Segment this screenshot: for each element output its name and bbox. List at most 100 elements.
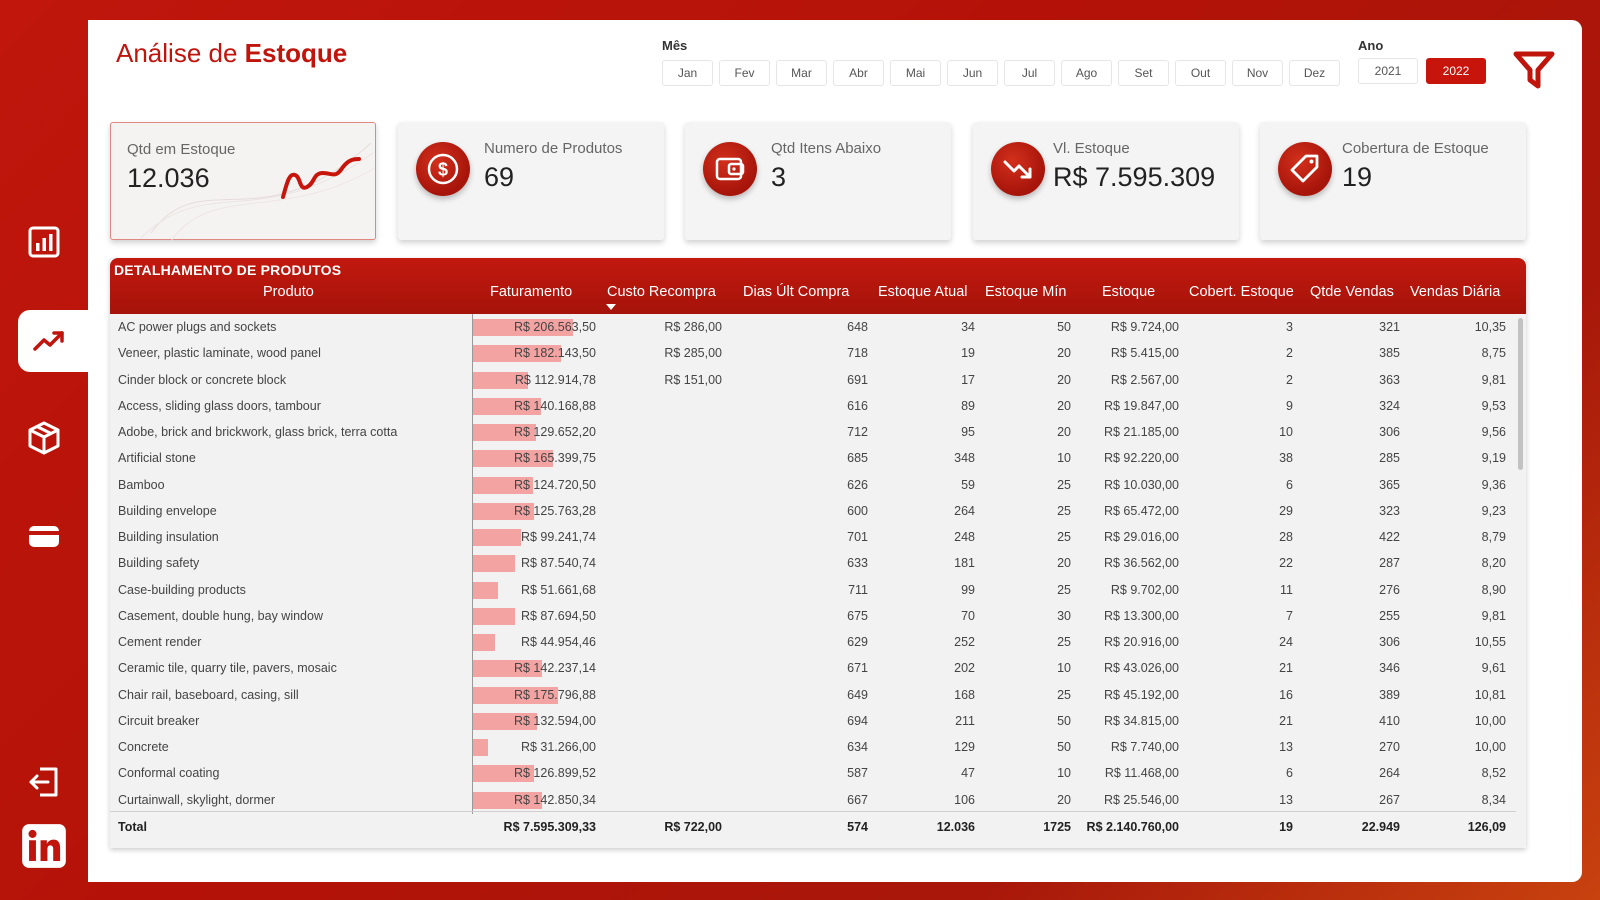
table-row[interactable]: Veneer, plastic laminate, wood panel R$ 1… [110, 340, 1516, 366]
table-row[interactable]: Cinder block or concrete block R$ 112.914… [110, 367, 1516, 393]
table-row[interactable]: Curtainwall, skylight, dormer R$ 142.850,… [110, 787, 1516, 813]
faturamento-bar [473, 371, 528, 389]
month-button-dez[interactable]: Dez [1289, 60, 1340, 86]
cell-faturamento: R$ 126.899,52 [513, 766, 596, 781]
cell-estoque-atual: 106 [954, 792, 975, 807]
month-button-fev[interactable]: Fev [719, 60, 770, 86]
tag-icon [1290, 154, 1319, 183]
bar-axis-line [472, 314, 473, 814]
cell-cobert-estoque: 10 [1279, 425, 1293, 439]
month-button-set[interactable]: Set [1118, 60, 1169, 86]
cell-cobert-estoque: 9 [1286, 398, 1293, 413]
year-button-2021[interactable]: 2021 [1358, 58, 1418, 84]
cell-faturamento: R$ 132.594,00 [513, 713, 596, 728]
col-header-custo-recompra[interactable]: Custo Recompra [607, 284, 716, 300]
cell-estoque-atual: 89 [961, 398, 975, 413]
cell-vendas-diaria: 10,00 [1474, 713, 1506, 728]
month-button-jul[interactable]: Jul [1004, 60, 1055, 86]
cell-estoque-min: 25 [1057, 503, 1071, 518]
cell-estoque-min: 25 [1057, 477, 1071, 492]
cell-dias-ult-compra: 711 [848, 582, 868, 597]
month-button-mai[interactable]: Mai [890, 60, 941, 86]
month-button-mar[interactable]: Mar [776, 60, 827, 86]
sidebar-item-payments[interactable] [18, 510, 70, 562]
kpi-card-stock-coverage: Cobertura de Estoque 19 [1260, 122, 1526, 240]
col-header-estoque[interactable]: Estoque [1102, 284, 1156, 300]
cell-cobert-estoque: 11 [1280, 582, 1293, 597]
cell-estoque-atual: 34 [961, 320, 975, 334]
cell-faturamento: R$ 125.763,28 [513, 503, 596, 518]
cell-dias-ult-compra: 626 [847, 477, 868, 492]
cell-produto: Artificial stone [118, 451, 196, 466]
cell-estoque: R$ 65.472,00 [1103, 503, 1179, 518]
col-header-estoque-atual[interactable]: Estoque Atual [878, 284, 968, 300]
col-header-qtde-vendas[interactable]: Qtde Vendas [1310, 284, 1394, 300]
cell-estoque-atual: 248 [954, 530, 975, 544]
faturamento-bar [473, 450, 553, 468]
col-header-faturamento[interactable]: Faturamento [490, 284, 573, 300]
col-header-cobert-estoque[interactable]: Cobert. Estoque [1189, 284, 1294, 300]
table-row[interactable]: Artificial stone R$ 165.399,75 685 348 10 R$ … [110, 445, 1516, 471]
sidebar-item-logout[interactable] [18, 756, 70, 808]
total-atual: 12.036 [936, 820, 975, 834]
cell-estoque: R$ 34.815,00 [1103, 713, 1179, 728]
cell-faturamento: R$ 206.563,50 [513, 320, 596, 334]
cell-estoque-min: 25 [1057, 582, 1071, 597]
cell-estoque-atual: 181 [954, 556, 975, 571]
total-vendas: 22.949 [1361, 820, 1400, 834]
month-button-jun[interactable]: Jun [947, 60, 998, 86]
table-scrollbar[interactable] [1518, 318, 1523, 470]
kpi-card-stock-qty: Qtd em Estoque 12.036 [110, 122, 376, 241]
month-button-abr[interactable]: Abr [833, 60, 884, 86]
cell-vendas-diaria: 9,23 [1481, 503, 1506, 518]
table-row[interactable]: Case-building products R$ 51.661,68 711 99 2… [110, 577, 1516, 603]
cell-vendas-diaria: 8,75 [1481, 346, 1506, 361]
cell-qtde-vendas: 321 [1379, 320, 1400, 334]
month-button-ago[interactable]: Ago [1061, 60, 1112, 86]
cell-dias-ult-compra: 671 [847, 661, 868, 676]
table-row[interactable]: Building envelope R$ 125.763,28 600 264 25 R$… [110, 498, 1516, 524]
cell-produto: Conformal coating [118, 766, 220, 781]
cell-dias-ult-compra: 649 [847, 687, 868, 702]
cell-faturamento: R$ 87.694,50 [520, 608, 596, 623]
table-row[interactable]: Chair rail, baseboard, casing, sill R$ 17… [110, 682, 1516, 708]
col-header-produto[interactable]: Produto [263, 284, 314, 300]
table-row[interactable]: Concrete R$ 31.266,00 634 129 50 R$ 7.740,00 1… [110, 734, 1516, 760]
table-row[interactable]: Building safety R$ 87.540,74 633 181 20 R$ 36… [110, 550, 1516, 576]
sidebar-item-products[interactable] [18, 412, 70, 464]
table-row[interactable]: Conformal coating R$ 126.899,52 587 47 10 R$ … [110, 760, 1516, 786]
sidebar-item-trends[interactable] [18, 310, 88, 372]
table-row[interactable]: Adobe, brick and brickwork, glass brick,… [110, 419, 1516, 445]
year-filter: 2021 2022 [1358, 58, 1486, 84]
table-row[interactable]: Circuit breaker R$ 132.594,00 694 211 50 R$ 3… [110, 708, 1516, 734]
cell-produto: Building insulation [118, 530, 219, 544]
table-row[interactable]: Ceramic tile, quarry tile, pavers, mosai… [110, 655, 1516, 681]
cell-estoque: R$ 36.562,00 [1103, 556, 1179, 571]
month-button-out[interactable]: Out [1175, 60, 1226, 86]
faturamento-bar [473, 660, 542, 678]
table-row[interactable]: Cement render R$ 44.954,46 629 252 25 R$ 20.9… [110, 629, 1516, 655]
cell-qtde-vendas: 306 [1379, 425, 1400, 439]
filter-icon[interactable] [1512, 48, 1556, 92]
sidebar-item-linkedin[interactable] [18, 820, 70, 872]
col-header-estoque-min[interactable]: Estoque Mín [985, 284, 1067, 300]
month-button-jan[interactable]: Jan [662, 60, 713, 86]
cell-faturamento: R$ 175.796,88 [513, 687, 596, 702]
table-row[interactable]: Casement, double hung, bay window R$ 87.6… [110, 603, 1516, 629]
cell-qtde-vendas: 324 [1379, 398, 1400, 413]
faturamento-bar [473, 607, 515, 625]
table-row[interactable]: Access, sliding glass doors, tambour R$ 1… [110, 393, 1516, 419]
table-row[interactable]: Building insulation R$ 99.241,74 701 248 25 R… [110, 524, 1516, 550]
cell-estoque: R$ 9.724,00 [1110, 320, 1179, 334]
col-header-vendas-diaria[interactable]: Vendas Diária [1410, 284, 1501, 300]
year-button-2022[interactable]: 2022 [1426, 58, 1486, 84]
month-button-nov[interactable]: Nov [1232, 60, 1283, 86]
col-header-dias-ult-compra[interactable]: Dias Últ Compra [743, 284, 850, 300]
sidebar-item-dashboard[interactable] [18, 216, 70, 268]
cell-estoque: R$ 5.415,00 [1110, 346, 1179, 361]
table-row[interactable]: Bamboo R$ 124.720,50 626 59 25 R$ 10.030,00 6 3… [110, 472, 1516, 498]
sidebar [0, 0, 88, 900]
cell-dias-ult-compra: 691 [847, 372, 868, 387]
table-row[interactable]: AC power plugs and sockets R$ 206.563,50 R… [110, 314, 1516, 340]
cell-estoque: R$ 29.016,00 [1103, 530, 1179, 544]
